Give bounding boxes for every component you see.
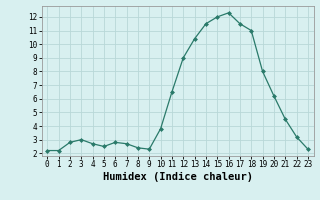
X-axis label: Humidex (Indice chaleur): Humidex (Indice chaleur) (103, 172, 252, 182)
